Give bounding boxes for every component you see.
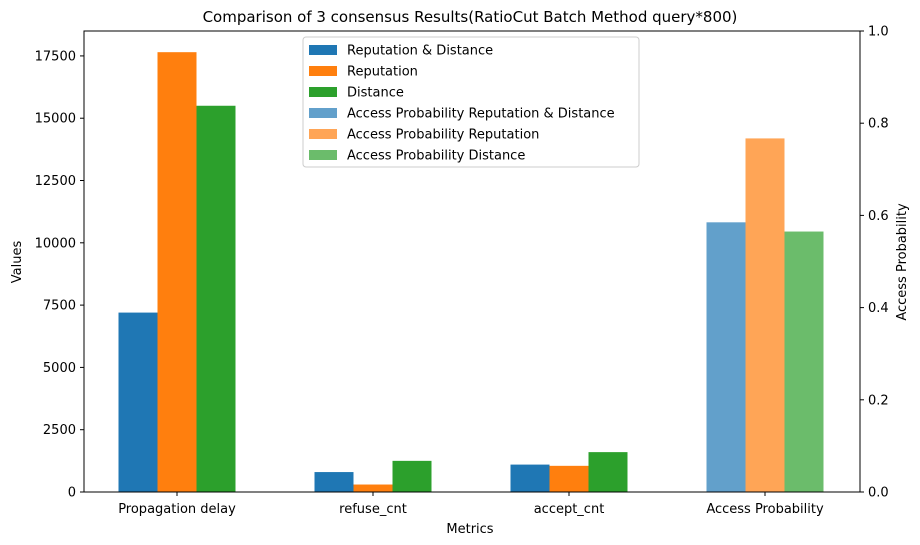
legend-label-access-probability-reputation: Access Probability Reputation — [347, 128, 539, 143]
legend-swatch-distance — [309, 87, 337, 97]
legend-label-reputation-distance: Reputation & Distance — [347, 44, 493, 59]
bar-access-probability-distance-access-probability — [784, 231, 824, 492]
y-tick-label-2500: 2500 — [43, 423, 76, 438]
legend-label-access-probability-distance: Access Probability Distance — [347, 149, 525, 164]
y-tick-label-5000: 5000 — [43, 361, 76, 376]
legend-label-access-probability-reputation-distance: Access Probability Reputation & Distance — [347, 107, 615, 122]
x-tick-label-refuse-cnt: refuse_cnt — [339, 502, 407, 517]
legend-swatch-access-probability-distance — [309, 150, 337, 160]
bars-group — [118, 52, 824, 492]
bar-reputation-distance-propagation-delay — [118, 312, 158, 492]
y2-tick-label-0: 0.0 — [868, 486, 889, 501]
y2-tick-label-0.4: 0.4 — [868, 301, 889, 316]
bar-distance-propagation-delay — [196, 105, 236, 492]
chart-title: Comparison of 3 consensus Results(RatioC… — [203, 8, 738, 26]
legend: Reputation & Distance Reputation Distance A… — [302, 36, 640, 168]
plot-frame — [83, 30, 861, 493]
y-tick-label-7500: 7500 — [43, 299, 76, 314]
y-tick-label-15000: 15000 — [35, 112, 76, 127]
x-tick-label-propagation-delay: Propagation delay — [118, 502, 236, 517]
y2-axis-label: Access Probability — [895, 203, 910, 321]
bar-access-probability-reputation-access-probability — [745, 138, 785, 492]
legend-label-distance: Distance — [347, 86, 404, 101]
legend-swatch-access-probability-reputation-distance — [309, 108, 337, 118]
bar-reputation-propagation-delay — [157, 52, 197, 492]
y-tick-label-10000: 10000 — [35, 236, 76, 251]
legend-label-reputation: Reputation — [347, 65, 418, 80]
bar-access-probability-reputation-distance-access-probability — [706, 222, 746, 492]
bar-reputation-distance-accept-cnt — [510, 464, 550, 492]
bar-reputation-refuse-cnt — [353, 484, 393, 492]
x-axis-label: Metrics — [446, 522, 493, 537]
y2-tick-label-1: 1.0 — [868, 25, 889, 40]
y-tick-label-12500: 12500 — [35, 174, 76, 189]
x-tick-label-access-probability: Access Probability — [706, 502, 824, 517]
y-tick-label-0: 0 — [68, 486, 76, 501]
y2-tick-label-0.2: 0.2 — [868, 393, 889, 408]
bar-distance-refuse-cnt — [392, 460, 432, 492]
bar-reputation-distance-refuse-cnt — [314, 472, 354, 492]
y-tick-label-17500: 17500 — [35, 49, 76, 64]
legend-swatch-reputation — [309, 66, 337, 76]
legend-box — [302, 36, 640, 168]
bar-distance-accept-cnt — [588, 452, 628, 492]
y2-tick-label-0.6: 0.6 — [868, 209, 889, 224]
bar-reputation-accept-cnt — [549, 465, 589, 492]
legend-swatch-reputation-distance — [309, 45, 337, 55]
y-axis-label: Values — [10, 241, 25, 284]
y2-tick-label-0.8: 0.8 — [868, 117, 889, 132]
legend-swatch-access-probability-reputation — [309, 129, 337, 139]
axes-group: 0 2500 5000 7500 10000 12500 15000 17500 0.0 0.2 0… — [35, 25, 889, 518]
x-tick-label-accept-cnt: accept_cnt — [534, 502, 605, 517]
